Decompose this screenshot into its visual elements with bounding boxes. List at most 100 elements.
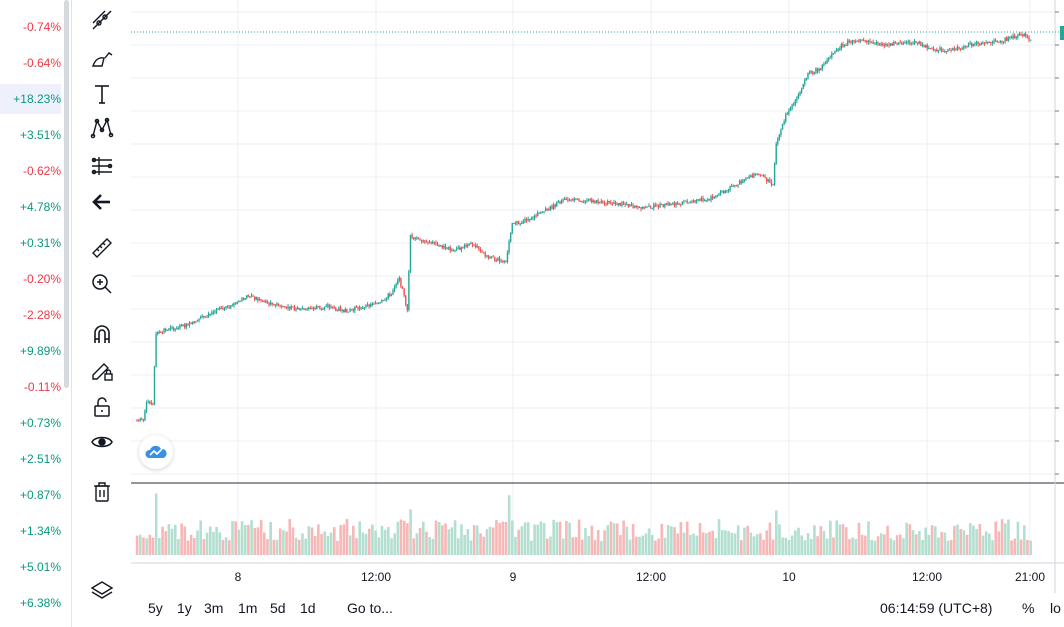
volume-bar bbox=[1019, 539, 1023, 555]
range-5d-button[interactable]: 5d bbox=[270, 600, 286, 616]
volume-bar bbox=[310, 527, 314, 555]
candle-body-down bbox=[1001, 40, 1003, 43]
volume-bar bbox=[787, 540, 791, 555]
chart-canvas[interactable]: 8 12:00 9 12:00 10 12:00 21:00 bbox=[131, 0, 1064, 593]
volume-bar bbox=[1003, 523, 1007, 555]
watchlist-item-change[interactable]: -0.64% bbox=[22, 56, 61, 70]
watchlist-item-change[interactable]: +5.01% bbox=[19, 560, 61, 574]
go-to-button[interactable]: Go to... bbox=[347, 600, 393, 616]
volume-bar bbox=[501, 521, 505, 555]
watchlist-item-change[interactable]: +1.34% bbox=[19, 524, 61, 538]
candle-body-up bbox=[230, 305, 232, 308]
candle-body-down bbox=[482, 252, 485, 254]
candle-body-up bbox=[171, 327, 173, 329]
clock-timezone[interactable]: 06:14:59 (UTC+8) bbox=[880, 600, 993, 616]
watchlist-item-change[interactable]: -2.28% bbox=[22, 308, 61, 322]
layers-icon[interactable] bbox=[88, 577, 116, 605]
volume-bar bbox=[135, 535, 139, 555]
eye-icon[interactable] bbox=[88, 428, 116, 456]
volume-bar bbox=[965, 534, 969, 555]
watchlist-item-change[interactable]: -0.11% bbox=[23, 380, 61, 394]
volume-bar bbox=[297, 539, 301, 555]
volume-bar bbox=[740, 540, 743, 555]
candle-body-up bbox=[370, 304, 372, 307]
candle-body-down bbox=[673, 203, 676, 206]
candle-body-down bbox=[878, 44, 881, 46]
volume-bar bbox=[1010, 540, 1013, 555]
volume-bar bbox=[1023, 525, 1026, 555]
trash-icon[interactable] bbox=[88, 478, 116, 506]
candle-body-up bbox=[826, 60, 828, 64]
watchlist-item-change[interactable]: -0.74% bbox=[22, 20, 61, 34]
volume-bar bbox=[927, 534, 931, 555]
volume-bar bbox=[1026, 539, 1029, 555]
volume-bar bbox=[577, 519, 581, 555]
candle-body-down bbox=[1021, 34, 1024, 36]
volume-bar bbox=[456, 538, 460, 555]
range-1y-button[interactable]: 1y bbox=[177, 600, 192, 616]
candle-body-up bbox=[648, 205, 650, 207]
candle-body-down bbox=[861, 39, 863, 41]
candle-body-down bbox=[222, 307, 224, 309]
volume-bar bbox=[431, 538, 435, 555]
candle-body-up bbox=[672, 203, 674, 205]
candle-body-down bbox=[994, 40, 997, 42]
price-chart[interactable]: 8 12:00 9 12:00 10 12:00 21:00 bbox=[131, 0, 1064, 627]
magnet-icon[interactable] bbox=[88, 320, 116, 348]
volume-bar bbox=[374, 530, 377, 555]
watchlist-item-change[interactable]: +0.31% bbox=[19, 236, 61, 250]
candle-body-up bbox=[265, 301, 267, 303]
unlock-icon[interactable] bbox=[88, 393, 116, 421]
watchlist-item-change[interactable]: -0.62% bbox=[22, 164, 61, 178]
watchlist-item-change[interactable]: -0.20% bbox=[22, 272, 61, 286]
candle-body-down bbox=[242, 298, 245, 300]
volume-bar bbox=[988, 533, 991, 555]
lock-drawings-icon[interactable] bbox=[88, 356, 116, 384]
ruler-icon[interactable] bbox=[88, 234, 116, 262]
prediction-tool-icon[interactable] bbox=[88, 152, 116, 180]
candle-body-up bbox=[684, 200, 687, 202]
watchlist-item-change[interactable]: +0.87% bbox=[19, 488, 61, 502]
watchlist-item-change[interactable]: +3.51% bbox=[19, 128, 61, 142]
candle-body-up bbox=[409, 234, 412, 271]
range-5y-button[interactable]: 5y bbox=[148, 600, 163, 616]
watchlist-item-change[interactable]: +6.38% bbox=[19, 596, 61, 610]
brush-tool-icon[interactable] bbox=[88, 44, 116, 72]
watchlist-item-change[interactable]: +9.89% bbox=[19, 344, 61, 358]
trend-line-tool-icon[interactable] bbox=[88, 6, 116, 34]
volume-bar bbox=[682, 532, 686, 555]
percent-scale-toggle[interactable]: % bbox=[1022, 600, 1035, 616]
candle-body-up bbox=[789, 108, 792, 111]
volume-bar bbox=[549, 536, 552, 555]
candle-body-up bbox=[783, 121, 785, 125]
range-1m-button[interactable]: 1m bbox=[238, 600, 258, 616]
candle-body-down bbox=[751, 175, 754, 178]
text-tool-icon[interactable] bbox=[88, 80, 116, 108]
volume-bar bbox=[511, 520, 514, 555]
candle-body-down bbox=[953, 48, 955, 50]
candle-body-up bbox=[813, 72, 816, 74]
watchlist-item-change[interactable]: +2.51% bbox=[19, 452, 61, 466]
candle-body-down bbox=[842, 44, 844, 47]
pattern-tool-icon[interactable] bbox=[88, 114, 116, 142]
zoom-in-icon[interactable] bbox=[88, 270, 116, 298]
candle-body-down bbox=[923, 44, 925, 48]
back-arrow-icon[interactable] bbox=[88, 188, 116, 216]
range-3m-button[interactable]: 3m bbox=[204, 600, 224, 616]
volume-bar bbox=[962, 530, 966, 555]
watchlist-item-change[interactable]: +4.78% bbox=[19, 200, 61, 214]
candle-body-up bbox=[583, 201, 585, 203]
chart-logo-button[interactable] bbox=[139, 435, 173, 469]
watchlist-item-change[interactable]: +18.23% bbox=[0, 84, 61, 114]
candle-body-up bbox=[269, 302, 272, 305]
watchlist-item-change[interactable]: +0.73% bbox=[19, 416, 61, 430]
log-scale-toggle[interactable]: lo bbox=[1050, 600, 1061, 616]
candle-body-up bbox=[209, 313, 211, 315]
watchlist-panel: -0.74% -0.64% +18.23% +3.51% -0.62% +4.78% +0.… bbox=[0, 0, 72, 627]
range-1d-button[interactable]: 1d bbox=[300, 600, 316, 616]
volume-bar bbox=[469, 540, 473, 555]
candle-body-down bbox=[986, 41, 989, 43]
watchlist-scrollbar[interactable] bbox=[64, 0, 69, 388]
candle-body-down bbox=[495, 260, 498, 262]
candle-body-up bbox=[727, 190, 730, 192]
